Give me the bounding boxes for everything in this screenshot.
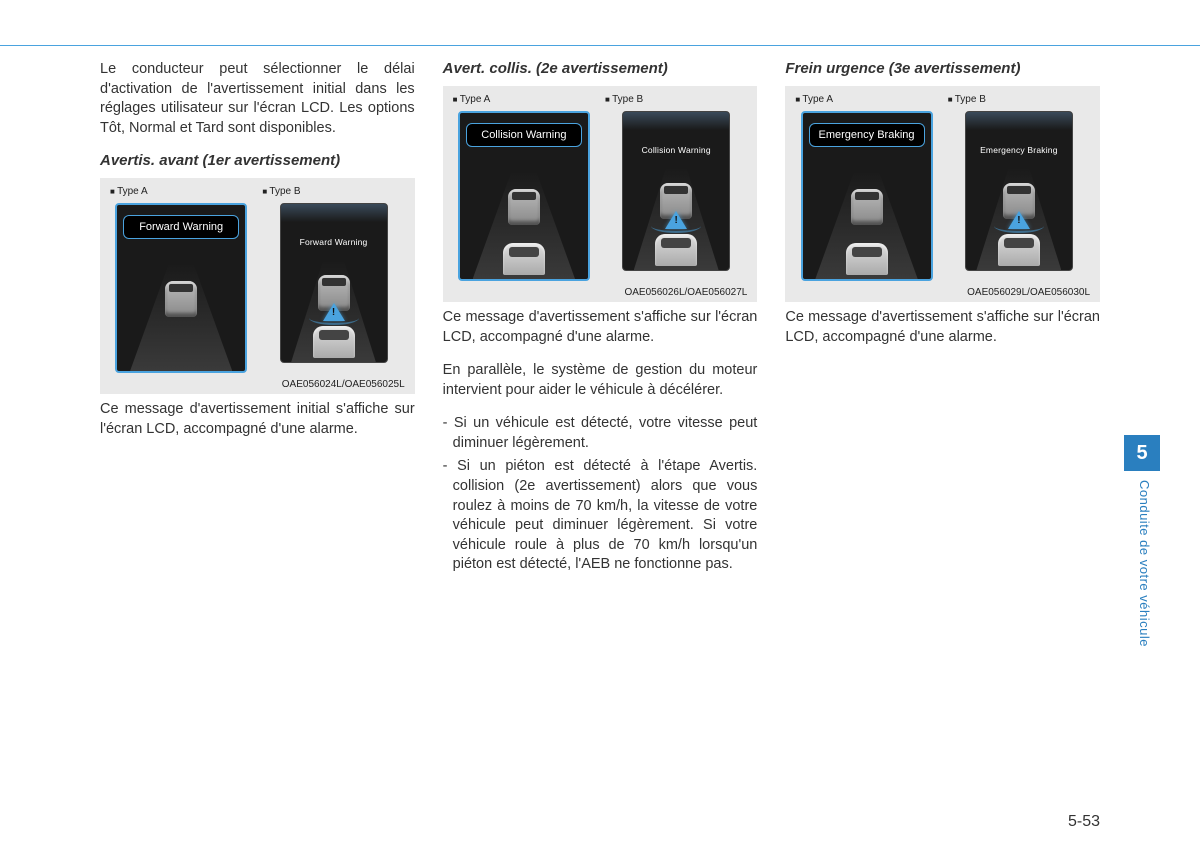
col2-bullet2: - Si un piéton est détecté à l'étape Ave… [443,457,758,574]
front-car-icon [851,189,883,225]
page-content: Le conducteur peut sélectionner le délai… [0,0,1200,861]
col2-bullet1: - Si un véhicule est détecté, votre vite… [443,414,758,453]
warning-triangle-icon [323,303,345,321]
col2-para1: Ce message d'avertissement s'affiche sur… [443,308,758,347]
column-3: Frein urgence (3e avertissement) Type A … [785,60,1100,579]
road-graphic [117,263,245,371]
chapter-title-vertical: Conduite de votre véhicule [1137,480,1152,647]
subhead-2: Avert. collis. (2e avertissement) [443,60,758,78]
front-car-icon [508,189,540,225]
subhead-1: Avertis. avant (1er avertissement) [100,152,415,170]
page-number: 5-53 [1068,813,1100,831]
warning-banner: Emergency Braking [809,123,925,147]
self-car-icon [846,243,888,275]
col2-para2: En parallèle, le système de gestion du m… [443,361,758,400]
type-b-label: Type B [605,94,747,105]
column-2: Avert. collis. (2e avertissement) Type A… [443,60,758,579]
fig-type-b: Type B Collision Warning [605,94,747,271]
warning-triangle-icon [1008,211,1030,229]
road-graphic [281,260,387,363]
fig-row: Type A Emergency Braking Type B [795,94,1090,281]
warning-banner: Forward Warning [123,215,239,239]
fig-type-a: Type A Forward Warning [110,186,252,373]
fig-type-a: Type A Emergency Braking [795,94,937,281]
warning-banner: Forward Warning [287,232,381,252]
col3-paragraph: Ce message d'avertissement s'affiche sur… [785,308,1100,347]
glow [623,112,729,130]
warning-banner: Collision Warning [629,140,723,160]
road-graphic [803,171,931,279]
fig-type-a: Type A Collision Warning [453,94,595,281]
self-car-icon [313,326,355,358]
road-graphic [966,167,1072,270]
self-car-icon [655,234,697,266]
road-graphic [460,171,588,279]
lcd-screen-b: Collision Warning [622,111,730,271]
figure-box-3: Type A Emergency Braking Type B [785,86,1100,302]
column-1: Le conducteur peut sélectionner le délai… [100,60,415,579]
lcd-screen-b: Forward Warning [280,203,388,363]
glow [281,204,387,222]
chapter-tab: 5 [1124,435,1160,471]
lcd-screen-a: Collision Warning [458,111,590,281]
intro-paragraph: Le conducteur peut sélectionner le délai… [100,60,415,138]
type-b-label: Type B [948,94,1090,105]
fig-type-b: Type B Emergency Braking [948,94,1090,271]
col1-paragraph: Ce message d'avertissement initial s'aff… [100,400,415,439]
figure-code: OAE056026L/OAE056027L [453,287,748,298]
columns: Le conducteur peut sélectionner le délai… [100,60,1100,579]
figure-box-1: Type A Forward Warning Type B [100,178,415,394]
lcd-screen-a: Emergency Braking [801,111,933,281]
self-car-icon [998,234,1040,266]
figure-code: OAE056024L/OAE056025L [110,379,405,390]
fig-row: Type A Forward Warning Type B [110,186,405,373]
type-a-label: Type A [453,94,595,105]
fig-type-b: Type B Forward Warning [262,186,404,363]
fig-row: Type A Collision Warning Type B [453,94,748,281]
subhead-3: Frein urgence (3e avertissement) [785,60,1100,78]
type-a-label: Type A [110,186,252,197]
front-car-icon [165,281,197,317]
lcd-screen-a: Forward Warning [115,203,247,373]
type-a-label: Type A [795,94,937,105]
figure-code: OAE056029L/OAE056030L [795,287,1090,298]
type-b-label: Type B [262,186,404,197]
warning-banner: Collision Warning [466,123,582,147]
figure-box-2: Type A Collision Warning Type B [443,86,758,302]
self-car-icon [503,243,545,275]
road-graphic [623,167,729,270]
warning-triangle-icon [665,211,687,229]
glow [966,112,1072,130]
warning-banner: Emergency Braking [972,140,1066,160]
lcd-screen-b: Emergency Braking [965,111,1073,271]
